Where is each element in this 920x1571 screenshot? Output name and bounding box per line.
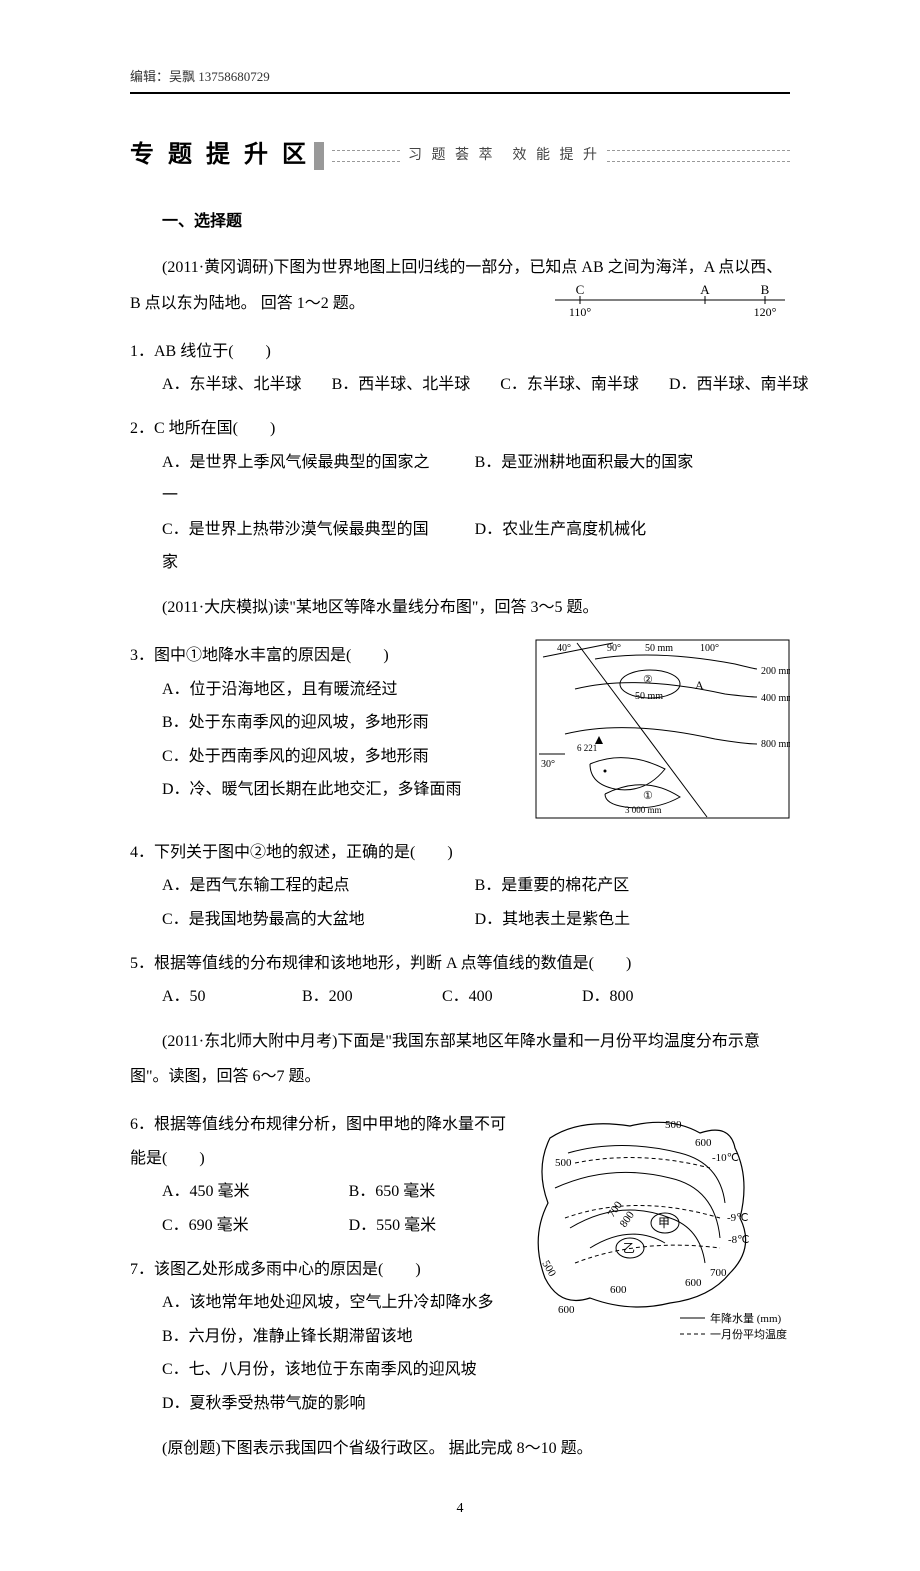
svg-text:200 mm: 200 mm (761, 666, 790, 677)
section-banner: 专 题 提 升 区 习 题 荟 萃 效 能 提 升 (130, 134, 790, 177)
svg-text:①: ① (643, 790, 653, 802)
svg-text:110°: 110° (569, 305, 592, 319)
q1-opt-b: B．西半球、北半球 (332, 368, 471, 402)
svg-text:-10℃: -10℃ (712, 1152, 739, 1164)
svg-text:600: 600 (695, 1137, 712, 1149)
svg-text:3 000 mm: 3 000 mm (625, 805, 662, 815)
passage-2: (2011·大庆模拟)读"某地区等降水量线分布图"，回答 3～5 题。 (130, 590, 790, 625)
figure-1-svg: C A B 110° 120° (550, 282, 790, 322)
svg-text:600: 600 (685, 1277, 702, 1289)
q5-opt-a: A．50 (162, 980, 272, 1014)
svg-text:-8℃: -8℃ (728, 1234, 750, 1246)
q6-opt-d: D．550 毫米 (349, 1209, 506, 1243)
svg-text:6 221: 6 221 (577, 743, 597, 753)
q1-opt-a: A．东半球、北半球 (162, 368, 302, 402)
passage-1-tail: 回答 1～2 题。 (261, 295, 365, 312)
svg-text:②: ② (643, 674, 653, 686)
q6-opt-b: B．650 毫米 (349, 1175, 506, 1209)
banner-subtitle: 习 题 荟 萃 效 能 提 升 (402, 143, 606, 168)
q2-stem: 2．C 地所在国( ) (130, 412, 790, 446)
q2-opt-d: D．农业生产高度机械化 (475, 513, 758, 580)
banner-dashed-line: 习 题 荟 萃 效 能 提 升 (332, 150, 790, 162)
svg-text:100°: 100° (700, 643, 719, 654)
svg-text:B: B (761, 282, 770, 297)
svg-text:120°: 120° (754, 305, 777, 319)
svg-text:C: C (576, 282, 585, 297)
q4-opt-b: B．是重要的棉花产区 (475, 869, 758, 903)
svg-text:500: 500 (665, 1119, 682, 1131)
q1-opt-d: D．西半球、南半球 (669, 368, 809, 402)
question-5: 5．根据等值线的分布规律和该地地形，判断 A 点等值线的数值是( ) A．50 … (130, 947, 790, 1014)
svg-text:500: 500 (555, 1157, 572, 1169)
passage-3: (2011·东北师大附中月考)下面是"我国东部某地区年降水量和一月份平均温度分布… (130, 1024, 790, 1094)
svg-text:50 mm: 50 mm (645, 643, 673, 654)
svg-text:A: A (695, 678, 704, 692)
svg-text:甲: 甲 (658, 1216, 670, 1230)
svg-text:50 mm: 50 mm (635, 691, 663, 702)
q5-opt-d: D．800 (582, 980, 692, 1014)
svg-text:600: 600 (610, 1284, 627, 1296)
figure-3-svg: 500 600 500 700 600 700 800 甲 乙 500 600 … (520, 1108, 790, 1343)
page-number: 4 (130, 1496, 790, 1521)
q4-opt-a: A．是西气东输工程的起点 (162, 869, 445, 903)
figure-3: 500 600 500 700 600 700 800 甲 乙 500 600 … (520, 1108, 790, 1354)
q5-stem: 5．根据等值线的分布规律和该地地形，判断 A 点等值线的数值是( ) (130, 947, 790, 981)
figure-1: C A B 110° 120° (518, 282, 790, 335)
q4-opt-c: C．是我国地势最高的大盆地 (162, 903, 445, 937)
svg-text:30°: 30° (541, 759, 555, 770)
q4-opt-d: D．其地表土是紫色土 (475, 903, 758, 937)
banner-title: 专 题 提 升 区 (130, 134, 314, 177)
question-4: 4．下列关于图中②地的叙述，正确的是( ) A．是西气东输工程的起点 B．是重要… (130, 836, 790, 937)
svg-text:800 mm: 800 mm (761, 739, 790, 750)
question-1: 1．AB 线位于( ) A．东半球、北半球 B．西半球、北半球 C．东半球、南半… (130, 335, 790, 402)
q6-opt-c: C．690 毫米 (162, 1209, 319, 1243)
passage-4-tail: 据此完成 8～10 题。 (449, 1440, 593, 1457)
svg-text:700: 700 (710, 1267, 727, 1279)
passage-4-text: (原创题)下图表示我国四个省级行政区。 (162, 1440, 445, 1457)
q1-opt-c: C．东半球、南半球 (500, 368, 639, 402)
q1-stem: 1．AB 线位于( ) (130, 335, 790, 369)
svg-text:90°: 90° (607, 643, 621, 654)
q7-opt-c: C．七、八月份，该地位于东南季风的迎风坡 (162, 1353, 790, 1387)
passage-1: (2011·黄冈调研)下图为世界地图上回归线的一部分，已知点 AB 之间为海洋，… (130, 250, 790, 320)
banner-bar (314, 142, 324, 170)
svg-text:-9℃: -9℃ (727, 1212, 749, 1224)
q7-opt-d: D．夏秋季受热带气旋的影响 (162, 1387, 790, 1421)
q2-opt-a: A．是世界上季风气候最典型的国家之一 (162, 446, 445, 513)
passage-4: (原创题)下图表示我国四个省级行政区。 据此完成 8～10 题。 (130, 1431, 790, 1466)
q2-opt-c: C．是世界上热带沙漠气候最典型的国家 (162, 513, 445, 580)
q5-opt-c: C．400 (442, 980, 552, 1014)
svg-text:年降水量 (mm): 年降水量 (mm) (710, 1311, 782, 1325)
svg-text:500: 500 (539, 1259, 558, 1280)
svg-text:A: A (700, 282, 710, 297)
q4-stem: 4．下列关于图中②地的叙述，正确的是( ) (130, 836, 790, 870)
svg-text:乙: 乙 (623, 1241, 635, 1255)
question-2: 2．C 地所在国( ) A．是世界上季风气候最典型的国家之一 B．是亚洲耕地面积… (130, 412, 790, 580)
svg-text:400 mm: 400 mm (761, 693, 790, 704)
q6-opt-a: A．450 毫米 (162, 1175, 319, 1209)
q5-opt-b: B．200 (302, 980, 412, 1014)
svg-text:600: 600 (558, 1304, 575, 1316)
section-heading: 一、选择题 (130, 208, 790, 237)
page-header: 编辑：吴飘 13758680729 (130, 65, 790, 94)
q2-opt-b: B．是亚洲耕地面积最大的国家 (475, 446, 758, 513)
svg-text:一月份平均温度 (℃): 一月份平均温度 (℃) (710, 1327, 790, 1341)
figure-2-svg: 40° 90° 50 mm 100° 200 mm 400 mm 800 mm … (535, 639, 790, 819)
figure-2: 40° 90° 50 mm 100° 200 mm 400 mm 800 mm … (535, 639, 790, 830)
